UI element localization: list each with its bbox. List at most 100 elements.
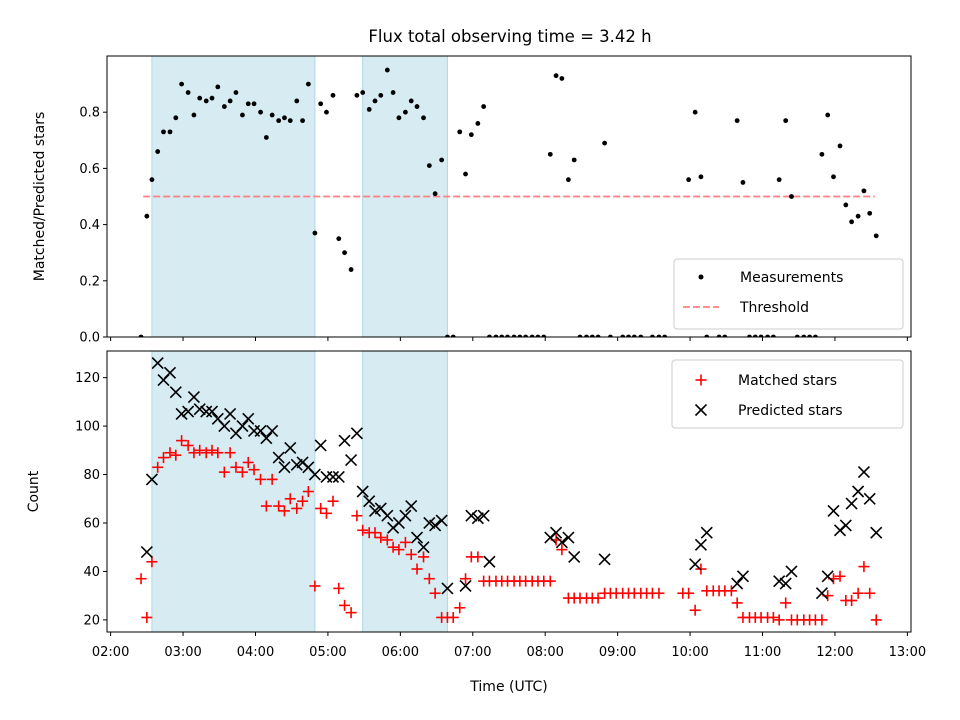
measurement-point: [481, 104, 487, 109]
x-tick-label: 05:00: [309, 645, 346, 660]
predicted-star-point: [218, 420, 231, 433]
predicted-star-point: [852, 485, 865, 498]
predicted-star-point: [399, 509, 412, 522]
bottom-axes-frame: [106, 350, 912, 633]
matched-star-point: [339, 599, 351, 611]
matched-star-point: [164, 447, 176, 459]
matched-star-point: [731, 597, 743, 609]
matched-star-point: [852, 587, 864, 599]
matched-star-point: [393, 544, 405, 556]
measurement-point: [656, 334, 662, 337]
measurement-point: [505, 334, 510, 337]
x-tick-label: 02:00: [92, 645, 129, 660]
predicted-star-point: [779, 577, 792, 590]
matched-star-point: [273, 500, 285, 512]
matched-star-point: [188, 447, 200, 459]
top-legend-box: [673, 258, 904, 330]
bottom-x-ticks: 02:00 03:00 04:00 05:00 06:00 07:00 08:00 09:00…: [92, 632, 926, 660]
panel-counts: 20 40 60 80 100 120 02:00 03:00 04:00 05:00 06:00…: [26, 350, 926, 695]
predicted-star-point: [870, 526, 883, 539]
measurement-point: [770, 334, 776, 337]
predicted-star-point: [175, 407, 188, 421]
predicted-star-point: [435, 514, 448, 527]
predicted-star-point: [314, 439, 327, 452]
measurement-point: [589, 334, 595, 337]
predicted-star-point: [562, 531, 575, 544]
predicted-star-point: [555, 536, 568, 549]
matched-star-point: [146, 556, 158, 568]
y-tick-label: 0.4: [79, 218, 100, 233]
predicted-star-point: [429, 519, 442, 532]
matched-star-point: [780, 597, 792, 609]
predicted-star-point: [477, 509, 490, 522]
measurement-point: [734, 118, 740, 124]
matched-star-point: [387, 541, 399, 553]
matched-star-point: [212, 447, 224, 459]
matched-star-point: [460, 573, 472, 585]
matched-star-point: [725, 585, 737, 597]
measurement-point: [445, 334, 450, 337]
bottom-legend: Matched stars Predicted stars: [671, 359, 904, 429]
measurement-point: [221, 104, 227, 109]
measurement-point: [276, 118, 282, 124]
measurement-point: [765, 334, 770, 337]
panel-ratio: 0.00.20.40.60.8 Matched/Predicted stars …: [32, 55, 912, 346]
measurement-point: [294, 98, 300, 104]
measurement-point: [426, 163, 432, 168]
measurement-point: [348, 267, 354, 272]
measurement-point: [740, 180, 746, 185]
measurement-point: [608, 334, 613, 337]
measurement-point: [227, 98, 233, 104]
matched-star-point: [157, 452, 169, 464]
matched-star-point: [333, 582, 345, 594]
measurement-point: [722, 334, 728, 337]
matched-star-point: [266, 473, 278, 485]
measurement-point: [468, 132, 474, 138]
measurement-point: [378, 92, 384, 98]
predicted-star-point: [200, 405, 213, 418]
matched-star-point: [278, 505, 290, 517]
predicted-star-point: [839, 519, 852, 532]
matched-star-point: [152, 461, 164, 473]
predicted-star-point: [827, 504, 840, 517]
measurement-point: [553, 73, 559, 79]
matched-star-point: [135, 573, 147, 585]
y-tick-label: 60: [83, 516, 100, 531]
measurement-point: [173, 115, 179, 121]
measurement-point: [638, 334, 644, 337]
matched-star-point: [405, 548, 417, 560]
measurement-point: [403, 109, 408, 115]
measurement-point: [716, 334, 722, 337]
measurement-point: [571, 157, 577, 163]
predicted-star-point: [417, 541, 430, 554]
measurement-point: [511, 334, 517, 337]
measurement-point: [849, 219, 855, 225]
predicted-star-point: [151, 357, 164, 370]
matched-star-point: [357, 524, 369, 536]
measurement-point: [209, 95, 215, 101]
predicted-star-point: [381, 509, 394, 522]
matched-star-point: [206, 444, 218, 456]
predicted-star-point: [169, 386, 182, 399]
predicted-star-point: [821, 570, 834, 583]
measurement-point: [240, 112, 245, 118]
measurement-point: [602, 140, 608, 146]
matched-star-point: [369, 527, 381, 539]
top-x-ticks: [110, 337, 908, 341]
measurement-point: [318, 101, 324, 107]
matched-star-point: [423, 573, 435, 585]
measurement-point: [819, 151, 825, 157]
measurement-point: [794, 334, 800, 337]
measurement-point: [366, 106, 372, 112]
measurement-point: [408, 98, 414, 104]
predicted-star-point: [405, 499, 418, 513]
matched-star-point: [284, 493, 296, 505]
matched-star-point: [351, 510, 363, 522]
measurement-point: [354, 92, 360, 98]
measurement-point: [149, 177, 155, 183]
measurement-point: [167, 129, 173, 135]
predicted-star-point: [483, 555, 496, 568]
measurement-point: [631, 334, 637, 337]
measurement-point: [191, 112, 197, 118]
